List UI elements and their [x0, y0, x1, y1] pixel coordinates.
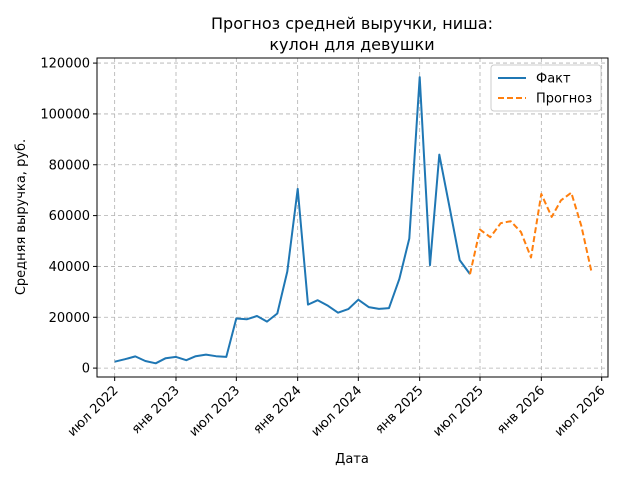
- chart-title-line1: Прогноз средней выручки, ниша:: [211, 14, 493, 33]
- legend-label-forecast: Прогноз: [536, 92, 592, 107]
- y-tick-label: 120000: [40, 57, 90, 72]
- x-axis-label: Дата: [335, 452, 369, 467]
- legend-box: [490, 64, 602, 112]
- y-tick-label: 40000: [49, 260, 90, 275]
- series-line-fact: [114, 76, 471, 365]
- series-line-forecast: [469, 191, 593, 275]
- y-axis-label: Средняя выручка, руб.: [14, 139, 29, 295]
- plot-frame: [96, 57, 609, 378]
- y-tick-label: 0: [82, 362, 90, 377]
- legend: Факт Прогноз: [490, 64, 602, 112]
- legend-label-fact: Факт: [536, 72, 571, 87]
- y-tick-label: 60000: [49, 209, 90, 224]
- chart-title-line2: кулон для девушки: [269, 35, 434, 54]
- y-tick-label: 80000: [49, 158, 90, 173]
- y-tick-label: 100000: [40, 107, 90, 122]
- series-layer: [114, 76, 593, 365]
- y-tick-label: 20000: [49, 311, 90, 326]
- grid-lines: [97, 58, 608, 377]
